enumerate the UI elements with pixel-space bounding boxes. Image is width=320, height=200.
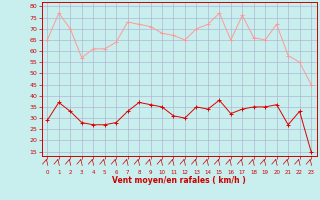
X-axis label: Vent moyen/en rafales ( km/h ): Vent moyen/en rafales ( km/h )	[112, 176, 246, 185]
